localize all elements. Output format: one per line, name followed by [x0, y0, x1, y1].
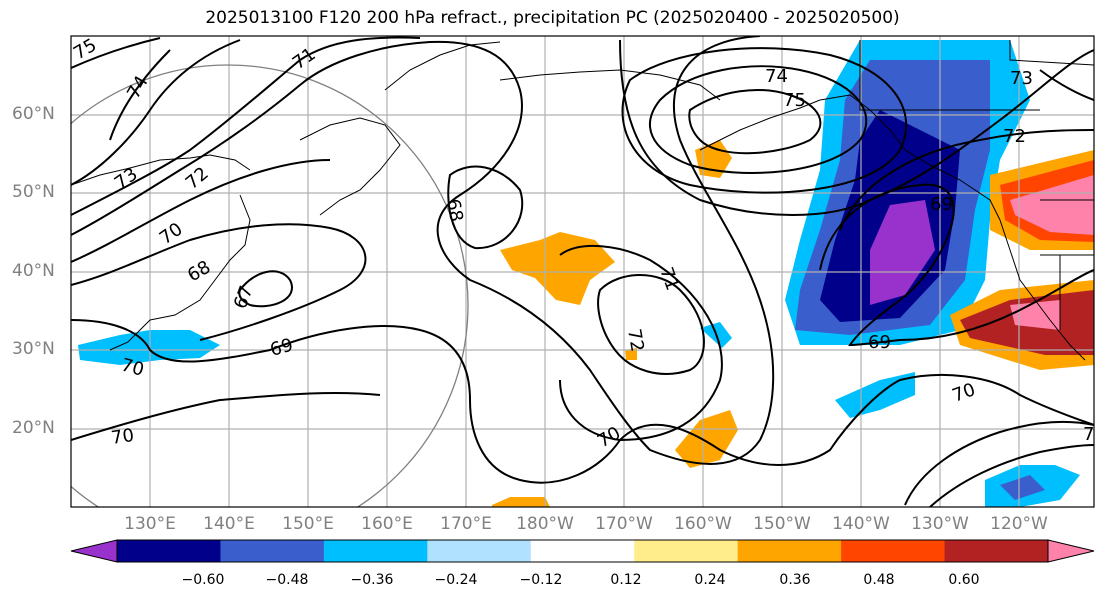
colorbar-tick: 0.60 [948, 572, 980, 588]
colorbar-box [944, 540, 1049, 562]
colorbar-extend-high [1047, 539, 1095, 563]
contour-label: 7 [1083, 424, 1094, 445]
lon-label-160e: 160°E [361, 514, 413, 534]
lon-label-150e: 150°E [282, 514, 334, 534]
colorbar-tick: −0.60 [181, 572, 225, 588]
contour-label: 70 [110, 425, 136, 449]
colorbar-box [841, 540, 946, 562]
colorbar-tick: 0.12 [610, 572, 642, 588]
contour-label: 74 [765, 66, 788, 87]
lon-label-130w: 130°W [911, 514, 969, 534]
colorbar-tick: −0.12 [519, 572, 563, 588]
contour-label: 75 [783, 90, 806, 111]
colorbar-tick: 0.24 [694, 572, 726, 588]
lat-label-30n: 30°N [12, 339, 55, 359]
colorbar-box [737, 540, 842, 562]
lat-label-60n: 60°N [12, 104, 55, 124]
lon-label-160w: 160°W [674, 514, 732, 534]
colorbar-box [220, 540, 325, 562]
precip-positive-us-coast [950, 150, 1094, 370]
colorbar-tick: −0.24 [434, 572, 478, 588]
forecast-domain-circle [71, 64, 469, 507]
colorbar-boxes [117, 540, 1049, 562]
page-title: 2025013100 F120 200 hPa refract., precip… [205, 8, 900, 28]
lat-label-50n: 50°N [12, 182, 55, 202]
map-area: 75 74 73 72 71 70 68 67 70 69 70 68 71 7… [71, 36, 1094, 507]
lon-label-140w: 140°W [832, 514, 890, 534]
contour-label: 72 [1003, 126, 1026, 147]
colorbar-box [427, 540, 532, 562]
lat-label-40n: 40°N [12, 261, 55, 281]
colorbar-tick: −0.48 [265, 572, 309, 588]
refractivity-contours [71, 36, 1094, 507]
colorbar-box [530, 540, 635, 562]
contour-label: 69 [868, 332, 891, 353]
lon-label-130e: 130°E [124, 514, 176, 534]
contour-label: 73 [1010, 68, 1033, 89]
lat-label-20n: 20°N [12, 418, 55, 438]
colorbar-box [323, 540, 428, 562]
colorbar-tick: 0.36 [779, 572, 811, 588]
colorbar-extend-low [70, 539, 118, 563]
contour-label: 72 [623, 327, 648, 353]
lon-label-140e: 140°E [203, 514, 255, 534]
lon-label-180w: 180°W [516, 514, 574, 534]
map-frame [70, 35, 1095, 508]
lon-label-150w: 150°W [753, 514, 811, 534]
contour-label: 68 [442, 197, 467, 223]
lon-label-120w: 120°W [990, 514, 1048, 534]
coastlines [71, 40, 1094, 361]
colorbar-tick: 0.48 [863, 572, 895, 588]
colorbar [70, 539, 1095, 563]
colorbar-box [117, 540, 221, 562]
colorbar-tick: −0.36 [350, 572, 394, 588]
contour-label: 69 [930, 194, 953, 215]
graticule [71, 36, 1094, 507]
lon-label-170w: 170°W [595, 514, 653, 534]
lon-label-170e: 170°E [440, 514, 492, 534]
colorbar-box [634, 540, 739, 562]
